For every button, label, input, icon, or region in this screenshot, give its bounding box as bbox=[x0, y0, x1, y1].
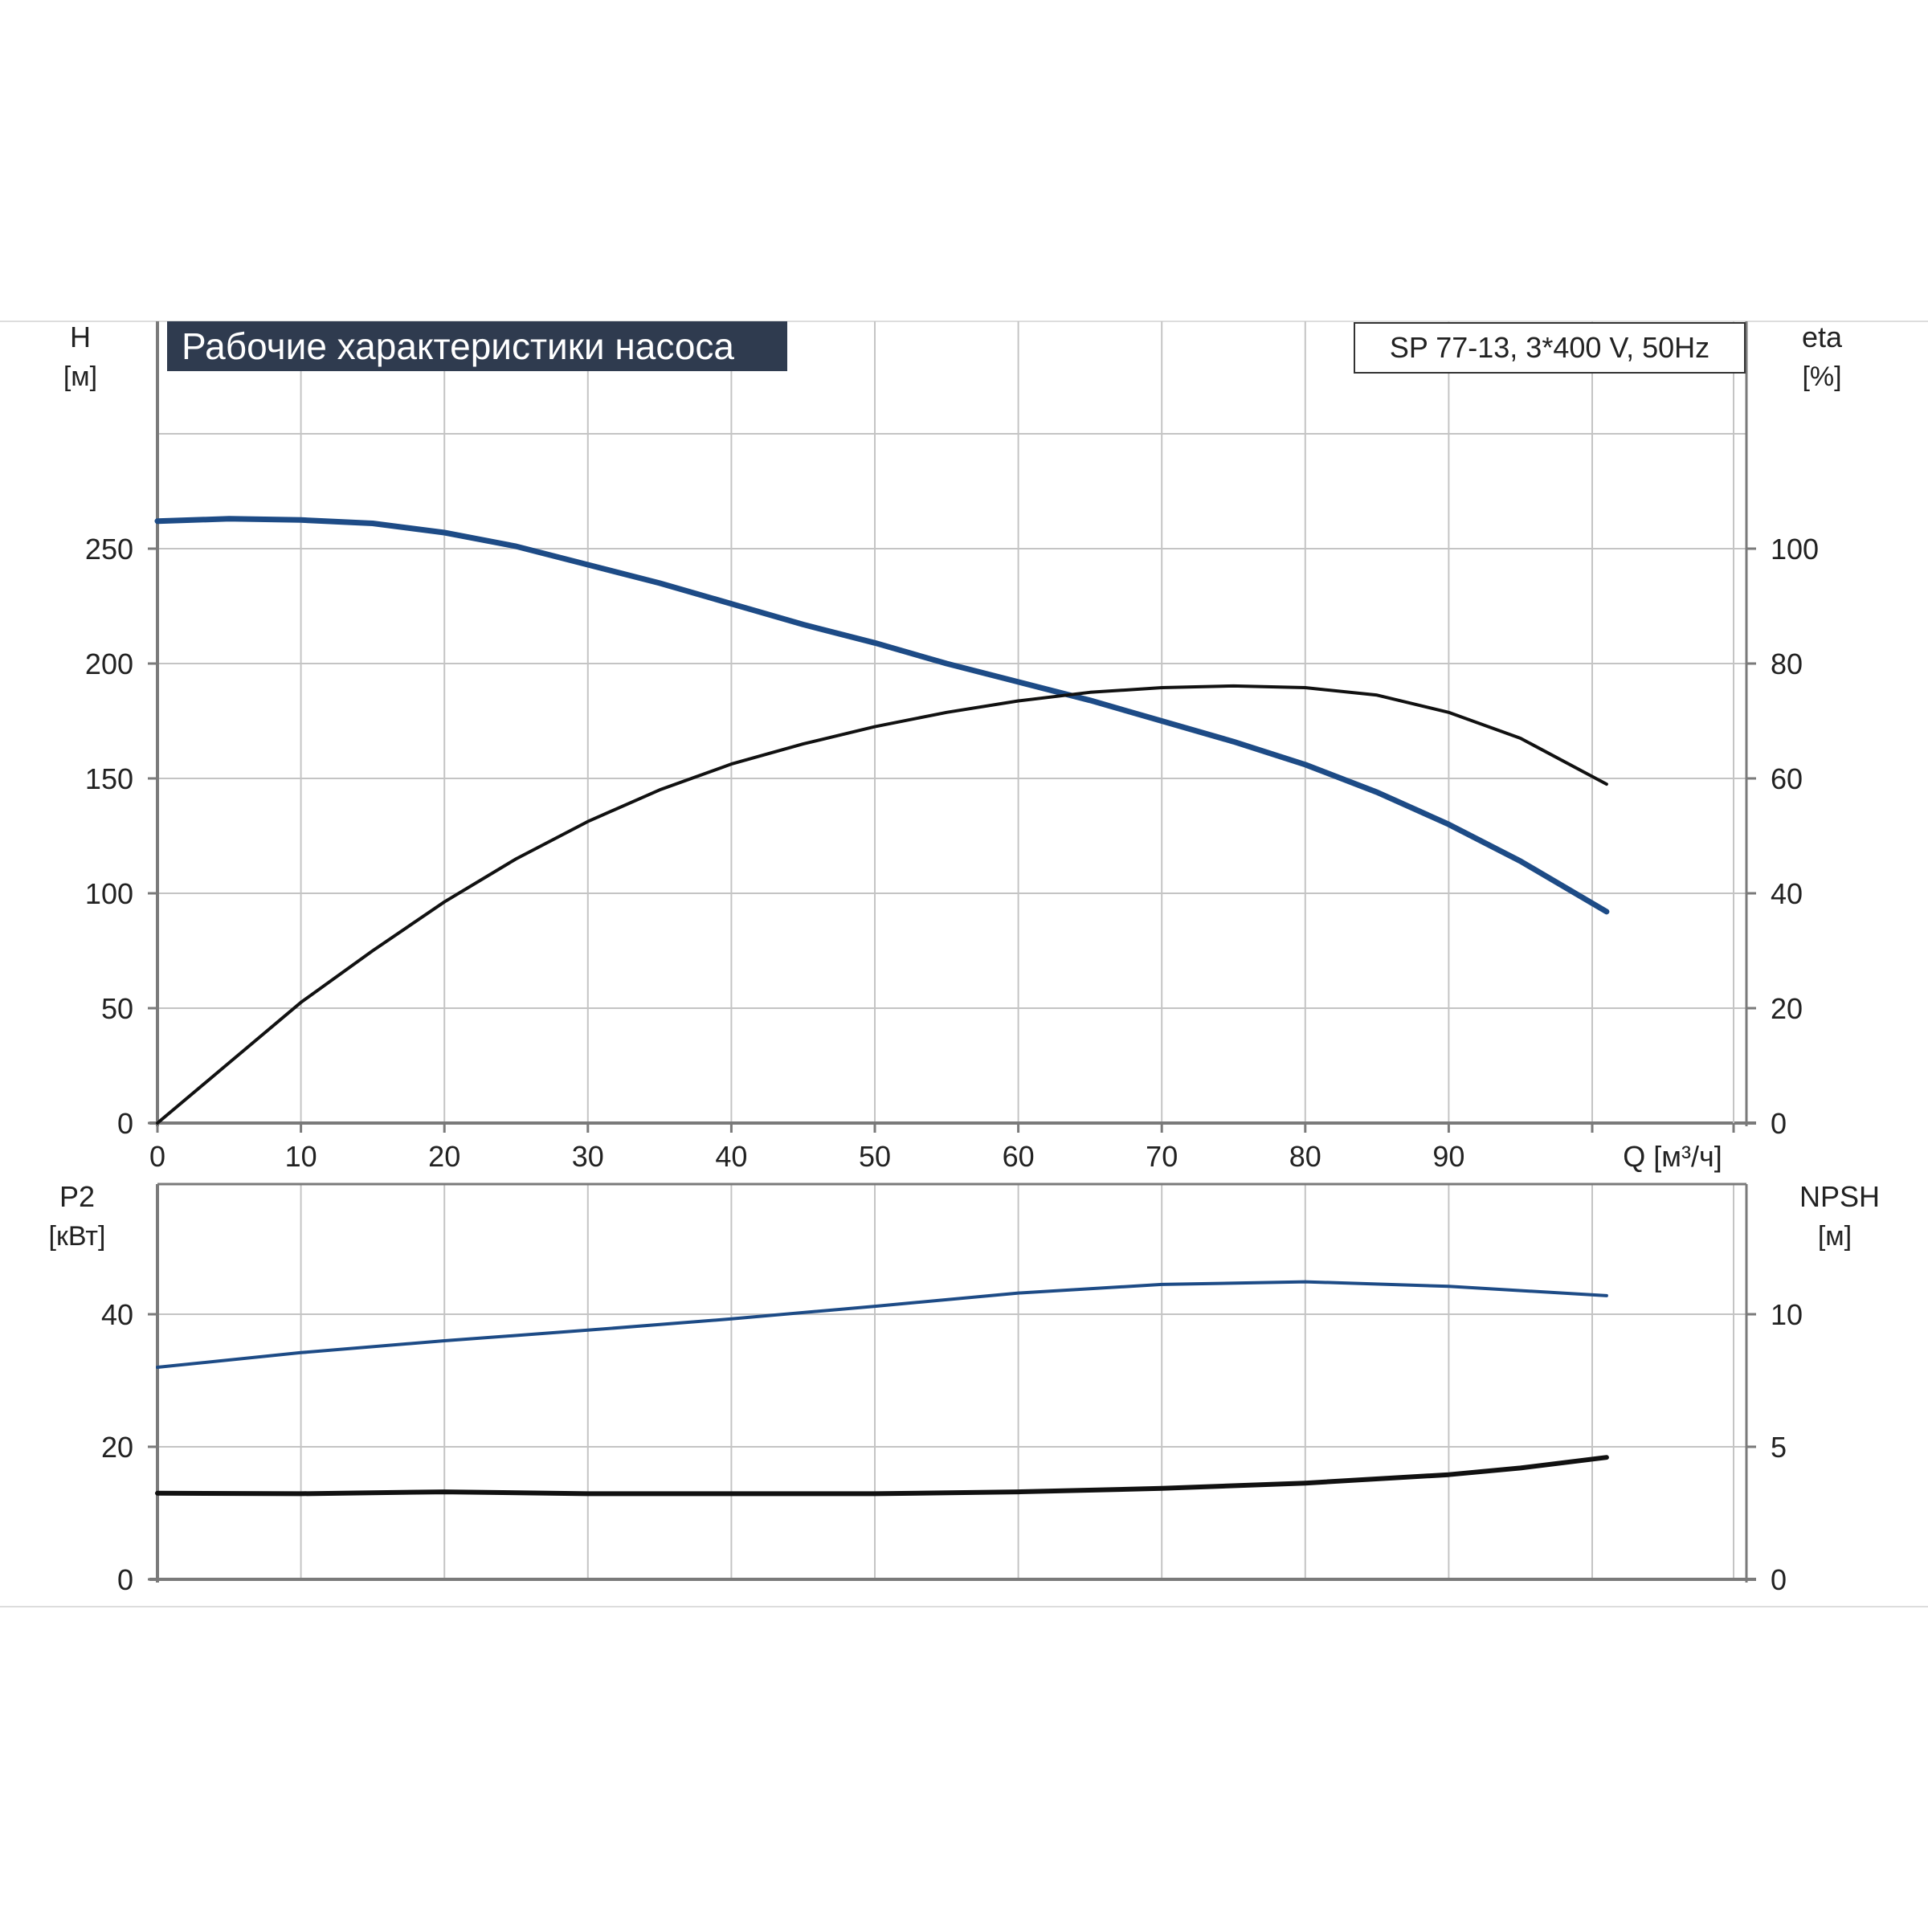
y-right-tick-label: 5 bbox=[1771, 1431, 1787, 1464]
y-left-tick-label: 40 bbox=[101, 1298, 133, 1331]
chart-title: Рабочие характеристики насоса bbox=[182, 325, 734, 367]
y-right-tick-label: 0 bbox=[1771, 1107, 1787, 1140]
x-axis-label: Q [м³/ч] bbox=[1623, 1140, 1722, 1173]
x-tick-label: 70 bbox=[1146, 1140, 1178, 1173]
y-left-tick-label: 250 bbox=[85, 533, 133, 566]
x-tick-label: 20 bbox=[428, 1140, 460, 1173]
y-left-tick-label: 0 bbox=[117, 1563, 133, 1596]
head-curve bbox=[157, 519, 1607, 912]
y-left-tick-label: 200 bbox=[85, 647, 133, 680]
y-right-tick-label: 80 bbox=[1771, 647, 1803, 680]
x-tick-label: 0 bbox=[149, 1140, 165, 1173]
y-left-unit: [м] bbox=[63, 361, 97, 392]
x-tick-label: 10 bbox=[285, 1140, 317, 1173]
x-tick-label: 80 bbox=[1289, 1140, 1321, 1173]
y-left-tick-label: 20 bbox=[101, 1431, 133, 1464]
y-right-tick-label: 60 bbox=[1771, 762, 1803, 795]
x-tick-label: 30 bbox=[572, 1140, 604, 1173]
y-right-tick-label: 10 bbox=[1771, 1298, 1803, 1331]
x-tick-label: 90 bbox=[1432, 1140, 1464, 1173]
npsh-axis-label: NPSH bbox=[1799, 1180, 1880, 1213]
npsh-curve bbox=[157, 1457, 1607, 1493]
y-left-tick-label: 50 bbox=[101, 992, 133, 1025]
x-tick-label: 40 bbox=[715, 1140, 747, 1173]
y-right-unit: [%] bbox=[1802, 361, 1841, 392]
power-axis-unit: [кВт] bbox=[49, 1221, 106, 1252]
y-left-tick-label: 0 bbox=[117, 1107, 133, 1140]
y-left-tick-label: 100 bbox=[85, 877, 133, 910]
y-right-tick-label: 40 bbox=[1771, 877, 1803, 910]
efficiency-curve bbox=[157, 686, 1607, 1123]
y-right-tick-label: 20 bbox=[1771, 992, 1803, 1025]
x-tick-label: 60 bbox=[1003, 1140, 1035, 1173]
y-left-tick-label: 150 bbox=[85, 762, 133, 795]
y-left-label: H bbox=[70, 321, 91, 353]
power-axis-label: P2 bbox=[59, 1180, 95, 1213]
power-curve bbox=[157, 1282, 1607, 1367]
npsh-axis-unit: [м] bbox=[1818, 1221, 1852, 1252]
y-right-tick-label: 0 bbox=[1771, 1563, 1787, 1596]
y-right-label: eta bbox=[1802, 321, 1843, 353]
x-tick-label: 50 bbox=[859, 1140, 891, 1173]
model-label: SP 77-13, 3*400 V, 50Hz bbox=[1390, 331, 1709, 364]
y-right-tick-label: 100 bbox=[1771, 533, 1819, 566]
